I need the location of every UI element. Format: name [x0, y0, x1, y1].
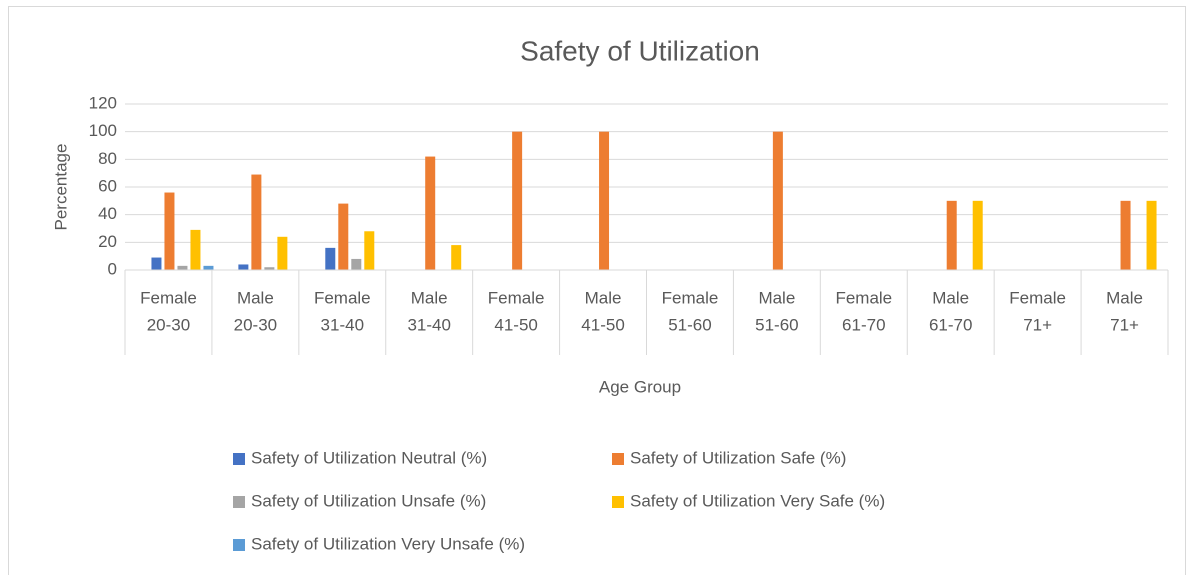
x-tick-label: Male [411, 288, 448, 307]
bar [425, 156, 436, 270]
bar [190, 229, 201, 270]
chart-border [8, 6, 1186, 575]
legend-label: Safety of Utilization Neutral (%) [251, 448, 487, 467]
x-tick-label: Male [237, 288, 274, 307]
bar [364, 231, 375, 270]
x-tick-label: Male [932, 288, 969, 307]
x-tick-label: Female [1009, 288, 1066, 307]
bar [512, 131, 523, 270]
x-group-label: 61-70 [929, 315, 972, 334]
x-group-label: 61-70 [842, 315, 885, 334]
bar [1120, 200, 1131, 270]
bar [251, 174, 262, 270]
x-axis-title: Age Group [599, 377, 681, 396]
x-tick-label: Female [835, 288, 892, 307]
bar [972, 200, 983, 270]
bar [177, 265, 188, 270]
legend-label: Safety of Utilization Unsafe (%) [251, 491, 486, 510]
y-tick-label: 120 [89, 93, 117, 112]
x-group-label: 20-30 [234, 315, 277, 334]
legend-marker [612, 453, 624, 465]
legend-marker [233, 453, 245, 465]
x-tick-label: Male [758, 288, 795, 307]
x-tick-label: Female [140, 288, 197, 307]
bar [351, 258, 362, 270]
bar [264, 267, 275, 270]
bar [772, 131, 783, 270]
x-tick-label: Female [662, 288, 719, 307]
bar [164, 192, 175, 270]
bar [203, 265, 214, 270]
x-tick-label: Female [314, 288, 371, 307]
bar [338, 203, 349, 270]
bar [599, 131, 610, 270]
x-group-label: 71+ [1023, 315, 1052, 334]
y-tick-label: 0 [108, 259, 117, 278]
bar [1146, 200, 1157, 270]
legend-marker [612, 496, 624, 508]
y-tick-label: 40 [98, 204, 117, 223]
x-group-label: 41-50 [494, 315, 537, 334]
legend-label: Safety of Utilization Safe (%) [630, 448, 846, 467]
x-group-label: 20-30 [147, 315, 190, 334]
legend-label: Safety of Utilization Very Unsafe (%) [251, 534, 525, 553]
x-group-label: 31-40 [321, 315, 364, 334]
x-group-label: 41-50 [581, 315, 624, 334]
y-axis-title: Percentage [51, 144, 70, 231]
y-tick-label: 100 [89, 121, 117, 140]
bar [325, 247, 336, 270]
bar [238, 264, 249, 270]
bar [451, 245, 462, 270]
y-tick-label: 80 [98, 149, 117, 168]
x-group-label: 31-40 [407, 315, 450, 334]
chart-title: Safety of Utilization [520, 35, 760, 66]
bar [151, 257, 162, 270]
bar [946, 200, 957, 270]
y-tick-label: 20 [98, 232, 117, 251]
x-tick-label: Male [1106, 288, 1143, 307]
x-group-label: 71+ [1110, 315, 1139, 334]
y-tick-label: 60 [98, 176, 117, 195]
x-group-label: 51-60 [755, 315, 798, 334]
legend-marker [233, 496, 245, 508]
x-group-label: 51-60 [668, 315, 711, 334]
legend-marker [233, 539, 245, 551]
legend-label: Safety of Utilization Very Safe (%) [630, 491, 885, 510]
bar [277, 236, 288, 270]
x-tick-label: Female [488, 288, 545, 307]
x-tick-label: Male [585, 288, 622, 307]
